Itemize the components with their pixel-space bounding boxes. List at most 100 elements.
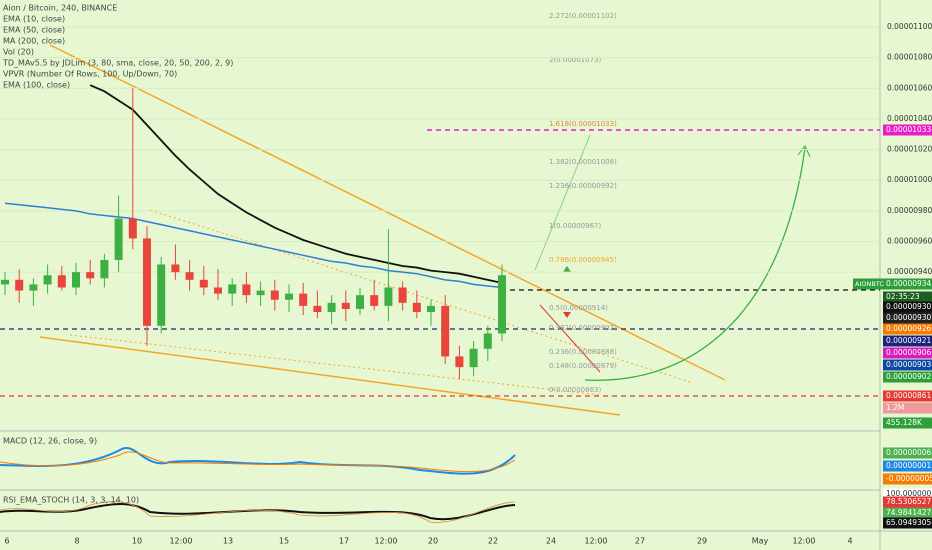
symbol-tag-label: AIONBTC — [855, 280, 884, 288]
price-tag — [883, 417, 932, 429]
ema100-line — [4, 202, 503, 289]
y-tick-label: 0.00000940 — [887, 267, 932, 276]
candle-body — [128, 218, 137, 239]
up-arrow — [563, 266, 571, 272]
x-tick-label: 17 — [339, 537, 349, 546]
fib-label: 1.618(0.00001033) — [549, 120, 617, 128]
trendline — [69, 334, 601, 396]
candle-body — [100, 259, 109, 279]
candle-body — [483, 333, 492, 349]
price-tag-label: 02:35:23 — [886, 292, 920, 301]
candle-body — [313, 305, 322, 313]
macd-title: MACD (12, 26, close, 9) — [3, 437, 97, 446]
candle-body — [57, 275, 66, 288]
ma200-line — [89, 84, 503, 284]
y-tick-label: 0.00001040 — [887, 114, 932, 123]
pane-tag-label: 65.09493056 — [886, 518, 932, 527]
price-tag-label: 0.00000930 — [886, 302, 932, 311]
candle-body — [1, 279, 9, 285]
pane-tag-label: 0.00000006 — [886, 448, 932, 457]
price-tag — [883, 371, 932, 383]
candle-body — [185, 272, 194, 280]
price-tag — [883, 312, 932, 324]
x-tick-label: 12:00 — [584, 537, 607, 546]
x-tick-label: 20 — [428, 537, 438, 546]
price-tag — [883, 335, 932, 347]
price-tag — [883, 278, 932, 290]
price-tag-label: 0.00000906 — [886, 348, 932, 357]
x-tick-label: 15 — [279, 537, 289, 546]
candle-body — [341, 302, 350, 309]
x-tick-label: May — [752, 537, 769, 546]
fib-label: 2(0.00001073) — [549, 56, 601, 64]
candle-body — [356, 295, 364, 309]
projection-arrow — [534, 134, 591, 271]
price-tag-label: 0.00001033 — [886, 125, 932, 134]
pane-tag-label: 74.98414274 — [886, 508, 932, 517]
price-tag-label: 455.128K — [886, 418, 923, 427]
arrow-head — [797, 145, 811, 158]
fib-label: 1.236(0.00000992) — [549, 182, 617, 190]
y-tick-label: 0.00001100 — [887, 22, 932, 31]
fib-label: 0.382(0.00000902) — [549, 324, 617, 332]
legend-entry: VPVR (Number Of Rows, 100, Up/Down, 70) — [3, 70, 177, 79]
candle-body — [171, 264, 180, 273]
price-tag — [883, 359, 932, 371]
candle-body — [412, 302, 421, 313]
y-tick-label: 0.00000980 — [887, 206, 932, 215]
trendline — [49, 44, 726, 381]
projection-arrow — [584, 147, 806, 381]
fib-label: 2.272(0.00001102) — [549, 12, 617, 20]
legend-entry: Aion / Bitcoin, 240, BINANCE — [3, 4, 117, 13]
candle-body — [143, 238, 151, 326]
candle-body — [15, 279, 24, 291]
candle-body — [256, 290, 265, 296]
candle-body — [398, 287, 407, 303]
candle-body — [370, 295, 379, 306]
candle-body — [228, 284, 237, 294]
candle-body — [384, 287, 393, 306]
pane-tag-label: 0.00000001 — [886, 461, 932, 470]
x-tick-label: 12:00 — [374, 537, 397, 546]
fib-label: 1(0.00000967) — [549, 222, 601, 230]
candle-body — [43, 275, 52, 285]
price-tag-label: 0.00000861 — [886, 391, 932, 400]
x-tick-label: 29 — [697, 537, 707, 546]
price-tag-label: 0.00000902 — [886, 372, 932, 381]
candle-body — [498, 275, 506, 334]
x-tick-label: 12:00 — [169, 537, 192, 546]
candle-body — [114, 218, 123, 260]
legend-entry: TD_MAv5.5 by JDLim (3, 80, sma, close, 2… — [2, 59, 233, 68]
pane-tag — [883, 447, 932, 459]
candle-body — [469, 348, 478, 368]
legend-entry: EMA (100, close) — [3, 81, 70, 90]
x-tick-label: 13 — [223, 537, 233, 546]
fib-label: 0.786(0.00000945) — [549, 256, 617, 264]
pane-tag — [883, 517, 932, 529]
candle-body — [299, 293, 308, 306]
x-tick-label: 6 — [4, 537, 9, 546]
candle-body — [29, 284, 38, 291]
price-tag — [883, 124, 932, 136]
fib-label: 1.382(0.00001008) — [549, 158, 617, 166]
price-tag-label: 1.2M — [886, 403, 904, 412]
pane-tag — [883, 496, 932, 508]
pane-tag — [883, 507, 932, 519]
rsi-title: RSI_EMA_STOCH (14, 3, 3, 14, 10) — [3, 496, 139, 505]
down-arrow — [563, 312, 571, 318]
x-tick-label: 10 — [132, 537, 142, 546]
price-tag-label: 0.00000926 — [886, 324, 932, 333]
x-tick-label: 4 — [847, 537, 852, 546]
price-tag — [883, 291, 932, 303]
x-tick-label: 27 — [635, 537, 645, 546]
x-tick-label: 24 — [546, 537, 556, 546]
signal-line — [0, 451, 516, 473]
price-tag — [883, 323, 932, 335]
price-tag-label: 0.00000903 — [886, 360, 932, 369]
y-tick-label: 0.00001020 — [887, 145, 932, 154]
candle-body — [157, 264, 166, 326]
price-tag-label: 0.00000930 — [886, 313, 932, 322]
legend-entry: Vol (20) — [3, 48, 34, 57]
pane-tag — [883, 473, 932, 485]
price-tag-label: 0.00000921 — [886, 336, 932, 345]
